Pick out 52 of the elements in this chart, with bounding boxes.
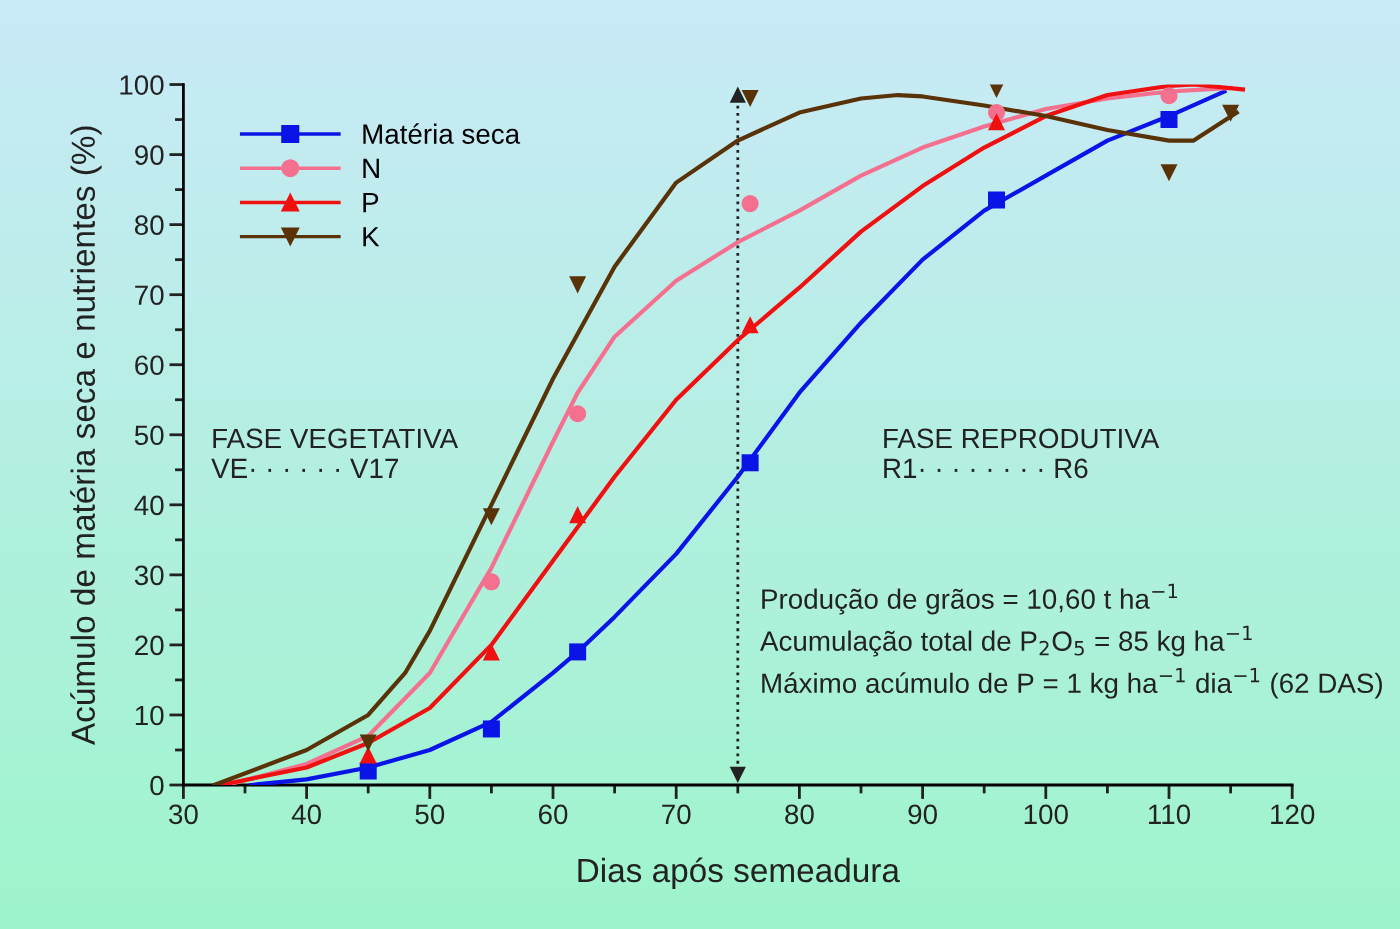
y-tick-label: 70 [135,285,164,306]
point [569,405,587,423]
x-axis-title: Dias após semeadura [578,857,900,889]
annotation: FASE VEGETATIVA VE· · · · · · V17 [211,428,459,478]
y-tick-label: 10 [135,705,164,726]
legend-label: P [363,193,379,213]
y-tick-label: 30 [134,565,164,586]
point [1160,87,1178,105]
x-tick-label: 60 [538,804,568,825]
y-tick-label: 50 [134,425,164,446]
legend-label: Matéria seca [363,123,521,144]
x-tick-label: 100 [1024,804,1068,825]
point [482,720,500,738]
y-tick-label: 90 [135,145,164,165]
y-tick-label: 20 [135,635,164,656]
y-tick-label: 80 [134,215,164,235]
point [741,90,759,108]
x-tick-label: 50 [415,804,445,825]
point [1160,111,1178,129]
legend-label: K [363,227,380,247]
point [569,643,587,661]
point [1160,164,1178,182]
point [482,508,500,526]
point [569,506,587,524]
y-tick-label: 100 [120,75,164,95]
y-tick-label: 60 [135,355,164,376]
y-axis-title: Acúmulo de matéria seca e nutrientes (%) [70,126,102,746]
annotation: Máximo acúmulo de P = 1 kg ha$^{−1}$ dia$^{−1}$ (62 DAS) [762,668,1382,699]
x-tick-label: 40 [291,804,321,825]
annotation: Produção de grãos = 10,60 t ha$^{−1}$ [762,583,1178,615]
x-tick-label: 120 [1271,804,1315,825]
point [359,734,377,752]
legend-label: N [363,158,379,178]
point [1222,104,1240,122]
point [988,191,1006,209]
x-tick-label: 30 [169,804,198,825]
x-tick-label: 90 [908,804,937,825]
x-tick-label: 70 [662,804,691,825]
point [482,573,500,591]
point [359,762,377,780]
y-tick-label: 0 [150,775,164,796]
point [741,195,759,213]
point [741,454,759,472]
point [988,113,1006,131]
x-tick-label: 80 [785,804,814,825]
annotation: FASE REPRODUTIVA R1· · · · · · · · R6 [884,428,1160,479]
x-tick-label: 110 [1148,804,1191,825]
point [359,746,377,764]
point [741,316,759,334]
y-tick-label: 40 [134,495,164,516]
point [569,276,587,294]
annotation: Acumulação total de P$_{2}$O$_{5}$ = 85 kg ha$^{−1}$ [760,625,1252,657]
